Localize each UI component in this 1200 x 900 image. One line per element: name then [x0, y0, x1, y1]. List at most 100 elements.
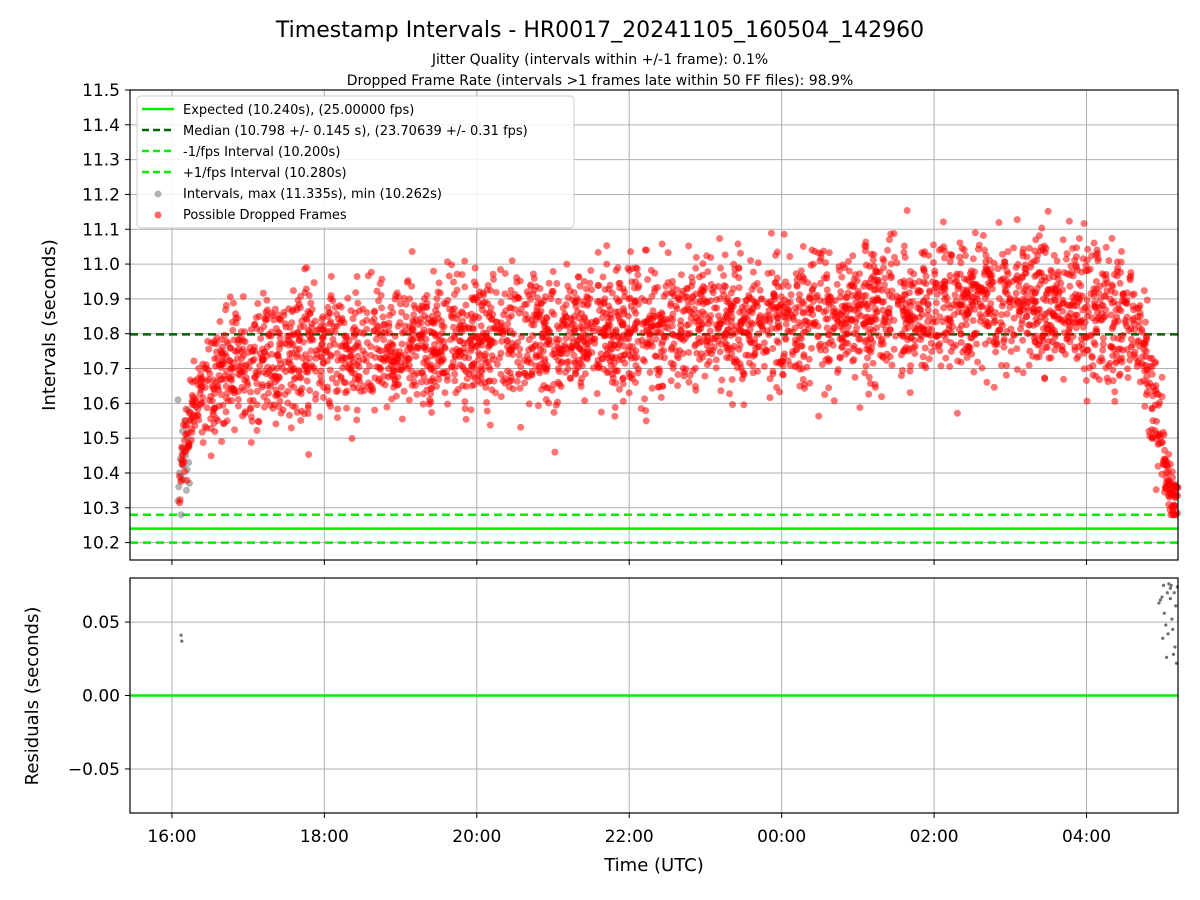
- dropped-frame-point: [307, 299, 315, 307]
- dropped-frame-point: [406, 374, 414, 382]
- dropped-frame-point: [241, 376, 249, 384]
- dropped-frame-point: [473, 366, 481, 374]
- dropped-frame-point: [1105, 257, 1113, 265]
- dropped-frame-point: [1030, 308, 1038, 316]
- dropped-frame-point: [333, 414, 341, 422]
- dropped-frame-point: [946, 258, 954, 266]
- residual-point: [1161, 636, 1165, 640]
- dropped-frame-point: [805, 355, 813, 363]
- dropped-frame-point: [472, 281, 480, 289]
- dropped-frame-point: [448, 261, 456, 269]
- dropped-frame-point: [548, 308, 556, 316]
- dropped-frame-point: [649, 312, 657, 320]
- dropped-frame-point: [800, 329, 808, 337]
- dropped-frame-point: [217, 391, 225, 399]
- dropped-frame-point: [1100, 271, 1108, 279]
- dropped-frame-point: [924, 311, 932, 319]
- dropped-frame-point: [619, 304, 627, 312]
- dropped-frame-point: [1019, 249, 1027, 257]
- dropped-frame-point: [686, 329, 694, 337]
- dropped-frame-point: [430, 329, 438, 337]
- dropped-frame-point: [1148, 370, 1156, 378]
- dropped-frame-point: [364, 272, 372, 280]
- dropped-frame-point: [818, 361, 826, 369]
- dropped-frame-point: [574, 314, 582, 322]
- dropped-frame-point: [307, 347, 315, 355]
- dropped-frame-point: [1067, 262, 1075, 270]
- dropped-frame-point: [753, 279, 761, 287]
- legend-entry-plus-fps: +1/fps Interval (10.280s): [183, 166, 347, 181]
- dropped-frame-point: [646, 330, 654, 338]
- dropped-frame-point: [976, 311, 984, 319]
- dropped-frame-point: [420, 326, 428, 334]
- dropped-frame-point: [728, 313, 736, 321]
- dropped-frame-point: [459, 382, 467, 390]
- dropped-frame-point: [260, 348, 268, 356]
- dropped-frame-point: [866, 262, 874, 270]
- dropped-frame-point: [1066, 309, 1074, 317]
- dropped-frame-point: [474, 356, 482, 364]
- dropped-frame-point: [490, 275, 498, 283]
- dropped-frame-point: [1116, 279, 1124, 287]
- x-tick-label: 18:00: [300, 827, 349, 847]
- dropped-frame-point: [1044, 329, 1052, 337]
- dropped-frame-point: [907, 362, 915, 370]
- dropped-frame-point: [549, 287, 557, 295]
- dropped-frame-point: [876, 351, 884, 359]
- dropped-frame-point: [756, 286, 764, 294]
- dropped-frame-point: [701, 310, 709, 318]
- dropped-frame-point: [295, 368, 303, 376]
- dropped-frame-point: [294, 331, 302, 339]
- residual-point: [1165, 591, 1169, 595]
- dropped-frame-point: [967, 273, 975, 281]
- dropped-frame-point: [844, 323, 852, 331]
- dropped-frame-point: [624, 264, 632, 272]
- dropped-frame-point: [1079, 345, 1087, 353]
- dropped-frame-point: [366, 362, 374, 370]
- dropped-frame-point: [1127, 325, 1135, 333]
- dropped-frame-point: [797, 267, 805, 275]
- dropped-frame-point: [619, 285, 627, 293]
- x-tick-label: 04:00: [1062, 827, 1111, 847]
- dropped-frame-point: [878, 393, 886, 401]
- dropped-frame-point: [680, 372, 688, 380]
- dropped-frame-point: [918, 361, 926, 369]
- dropped-frame-point: [639, 320, 647, 328]
- dropped-frame-point: [1025, 361, 1033, 369]
- dropped-frame-point: [1119, 290, 1127, 298]
- dropped-frame-point: [461, 398, 469, 406]
- dropped-frame-point: [608, 370, 616, 378]
- dropped-frame-point: [351, 369, 359, 377]
- dropped-frame-point: [1073, 266, 1081, 274]
- intervals-y-tick-label: 11.2: [82, 185, 120, 205]
- dropped-frame-point: [884, 246, 892, 254]
- dropped-frame-point: [1066, 271, 1074, 279]
- dropped-frame-point: [588, 286, 596, 294]
- dropped-frame-point: [1059, 296, 1067, 304]
- dropped-frame-point: [430, 267, 438, 275]
- dropped-frame-point: [610, 341, 618, 349]
- dropped-frame-point: [549, 267, 557, 275]
- dropped-frame-point: [838, 273, 846, 281]
- dropped-frame-point: [1142, 347, 1150, 355]
- dropped-frame-point: [917, 336, 925, 344]
- dropped-frame-point: [1111, 388, 1119, 396]
- dropped-frame-point: [312, 367, 320, 375]
- dropped-frame-point: [688, 273, 696, 281]
- dropped-frame-point: [770, 305, 778, 313]
- dropped-frame-point: [438, 322, 446, 330]
- dropped-frame-point: [714, 312, 722, 320]
- dropped-frame-point: [796, 291, 804, 299]
- dropped-frame-point: [483, 407, 491, 415]
- dropped-frame-point: [195, 416, 203, 424]
- dropped-frame-point: [371, 374, 379, 382]
- dropped-frame-point: [584, 294, 592, 302]
- dropped-frame-point: [305, 451, 313, 459]
- dropped-frame-point: [801, 317, 809, 325]
- dropped-frame-point: [765, 331, 773, 339]
- dropped-frame-point: [997, 361, 1005, 369]
- dropped-frame-point: [880, 281, 888, 289]
- dropped-frame-point: [729, 401, 737, 409]
- dropped-frame-point: [998, 311, 1006, 319]
- intervals-grid: [130, 89, 1178, 560]
